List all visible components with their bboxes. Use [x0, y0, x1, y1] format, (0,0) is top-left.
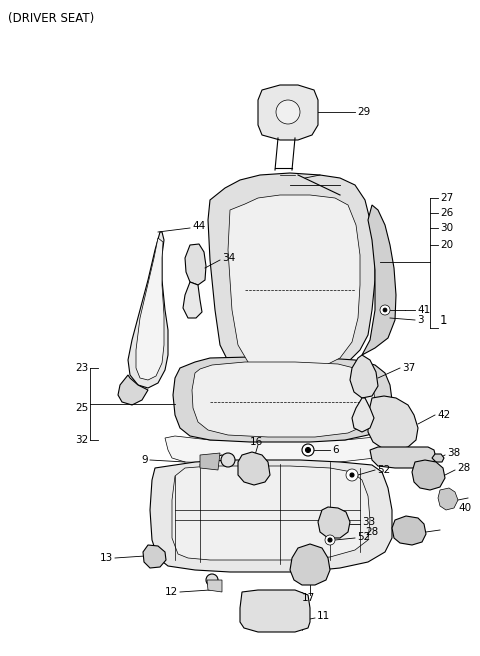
Polygon shape — [128, 232, 168, 388]
Text: 6: 6 — [332, 445, 338, 455]
Polygon shape — [207, 580, 222, 592]
Text: 12: 12 — [165, 587, 178, 597]
Circle shape — [305, 447, 311, 453]
Text: 44: 44 — [192, 221, 205, 231]
Circle shape — [350, 473, 354, 477]
Text: 11: 11 — [317, 611, 330, 621]
Polygon shape — [350, 355, 378, 398]
Text: 25: 25 — [75, 403, 88, 413]
Text: 42: 42 — [437, 410, 450, 420]
Polygon shape — [185, 244, 206, 285]
Polygon shape — [238, 452, 270, 485]
Polygon shape — [150, 460, 392, 572]
Polygon shape — [362, 205, 396, 355]
Circle shape — [383, 308, 387, 312]
Text: 41: 41 — [417, 305, 430, 315]
Polygon shape — [432, 454, 444, 462]
Circle shape — [276, 100, 300, 124]
Circle shape — [380, 305, 390, 315]
Circle shape — [328, 538, 332, 542]
Text: 20: 20 — [440, 240, 453, 250]
Polygon shape — [352, 398, 374, 432]
Polygon shape — [412, 460, 445, 490]
Text: 3: 3 — [417, 315, 424, 325]
Text: 9: 9 — [142, 455, 148, 465]
Text: 52: 52 — [377, 465, 390, 475]
Text: 33: 33 — [362, 517, 375, 527]
Text: 26: 26 — [440, 208, 453, 218]
Text: 13: 13 — [100, 553, 113, 563]
Polygon shape — [208, 173, 375, 378]
Circle shape — [206, 574, 218, 586]
Text: 40: 40 — [458, 503, 471, 513]
Text: 34: 34 — [222, 253, 235, 263]
Polygon shape — [136, 238, 164, 380]
Polygon shape — [228, 195, 360, 370]
Circle shape — [221, 453, 235, 467]
Circle shape — [346, 469, 358, 481]
Polygon shape — [370, 447, 436, 468]
Polygon shape — [200, 453, 220, 470]
Polygon shape — [172, 466, 370, 560]
Text: 27: 27 — [440, 193, 453, 203]
Circle shape — [325, 535, 335, 545]
Polygon shape — [438, 488, 458, 510]
Polygon shape — [240, 590, 310, 632]
Text: 52: 52 — [357, 532, 370, 542]
Polygon shape — [165, 436, 392, 464]
Polygon shape — [290, 544, 330, 585]
Circle shape — [302, 444, 314, 456]
Text: 23: 23 — [75, 363, 88, 373]
Text: 28: 28 — [365, 527, 378, 537]
Text: 17: 17 — [301, 593, 314, 603]
Text: 28: 28 — [457, 463, 470, 473]
Text: 29: 29 — [357, 107, 370, 117]
Text: 16: 16 — [250, 437, 263, 447]
Text: 37: 37 — [402, 363, 415, 373]
Polygon shape — [368, 396, 418, 450]
Polygon shape — [173, 357, 392, 442]
Polygon shape — [118, 375, 148, 405]
Text: 32: 32 — [75, 435, 88, 445]
Polygon shape — [318, 507, 350, 538]
Polygon shape — [143, 545, 166, 568]
Polygon shape — [392, 516, 426, 545]
Polygon shape — [258, 85, 318, 140]
Text: 30: 30 — [440, 223, 453, 233]
Text: 38: 38 — [447, 448, 460, 458]
Polygon shape — [183, 282, 202, 318]
Polygon shape — [192, 362, 375, 437]
Text: 1: 1 — [440, 314, 447, 327]
Text: (DRIVER SEAT): (DRIVER SEAT) — [8, 12, 94, 25]
